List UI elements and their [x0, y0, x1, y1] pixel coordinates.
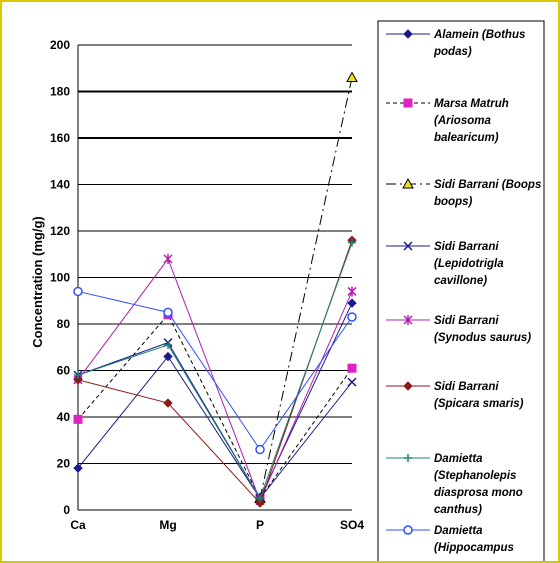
x-axis-ticks: Ca Mg P SO4: [70, 518, 364, 532]
series-path: [77, 313, 353, 500]
y-tick-label: 0: [63, 503, 70, 517]
data-point-marker: [256, 494, 264, 503]
y-tick-label: 60: [57, 364, 71, 378]
legend-label: Damietta: [434, 453, 483, 465]
data-point-marker: [404, 454, 412, 462]
x-tick-label: Mg: [159, 518, 176, 532]
legend-label: (Lepidotrigla: [434, 258, 504, 270]
data-point-marker: [163, 398, 173, 408]
series-line: [73, 298, 357, 504]
series-line: [74, 238, 356, 503]
legend-entry: Marsa Matruh (Ariosoma balearicum): [386, 98, 509, 144]
data-point-marker: [255, 444, 265, 455]
series-line: [73, 310, 357, 503]
x-tick-label: SO4: [340, 518, 364, 532]
legend-label: Alamein (Bothus: [433, 29, 525, 41]
data-point-marker: [255, 498, 265, 508]
legend-label: (Hippocampus: [434, 542, 514, 554]
legend-label: boops): [434, 196, 472, 208]
y-tick-label: 20: [57, 457, 71, 471]
legend-label: (Stephanolepis: [434, 470, 516, 482]
y-tick-label: 140: [50, 178, 70, 192]
legend: Alamein (Bothus podas) Marsa Matruh (Arioso…: [377, 20, 545, 561]
data-point-marker: [348, 238, 356, 247]
legend-entry: Sidi Barrani (Boops boops): [386, 177, 541, 208]
x-tick-label: P: [256, 518, 264, 532]
series-line: [73, 286, 357, 455]
data-point-marker: [347, 298, 357, 308]
data-point-marker: [403, 29, 413, 39]
legend-label: (Spicara smaris): [434, 398, 524, 410]
x-tick-label: Ca: [70, 518, 86, 532]
data-point-marker: [347, 363, 357, 373]
y-axis-label: Concentration (mg/g): [30, 216, 45, 347]
legend-label: Sidi Barrani: [434, 315, 499, 327]
legend-label: podas): [433, 46, 472, 58]
legend-label: Sidi Barrani (Boops: [434, 179, 541, 191]
legend-entry: Sidi Barrani (Spicara smaris): [386, 381, 524, 410]
data-point-marker: [74, 371, 82, 380]
data-point-marker: [163, 351, 173, 362]
legend-label: canthus): [434, 504, 482, 516]
legend-entry: Damietta (Hippocampus: [386, 525, 514, 554]
data-point-marker: [403, 381, 413, 391]
data-point-marker: [347, 377, 357, 387]
y-tick-label: 160: [50, 131, 70, 145]
legend-entry: Sidi Barrani (Lepidotrigla cavillone): [386, 241, 504, 287]
legend-entry: Sidi Barrani (Synodus saurus): [386, 315, 531, 344]
series-path: [259, 77, 353, 499]
y-tick-label: 120: [50, 224, 70, 238]
data-point-marker: [402, 177, 414, 189]
y-tick-label: 80: [57, 317, 71, 331]
legend-label: Damietta: [434, 525, 483, 537]
legend-entry: Alamein (Bothus podas): [386, 29, 525, 58]
legend-label: Sidi Barrani: [434, 241, 499, 253]
legend-label: Sidi Barrani: [434, 381, 499, 393]
series-path: [77, 242, 353, 500]
legend-entry: Damietta (Stephanolepis diasprosa mono cant…: [386, 453, 523, 516]
data-point-marker: [347, 286, 357, 297]
series-path: [77, 257, 353, 503]
legend-label: cavillone): [434, 275, 487, 287]
series-line: [73, 253, 357, 506]
data-point-marker: [347, 312, 357, 322]
data-point-marker: [163, 307, 173, 318]
legend-label: diasprosa mono: [434, 487, 523, 499]
data-point-marker: [73, 463, 83, 473]
legend-label: balearicum): [434, 132, 499, 144]
data-point-marker: [403, 525, 413, 535]
legend-label: (Ariosoma: [434, 115, 491, 127]
gridlines: [78, 44, 352, 464]
axes: [77, 45, 352, 511]
data-point-marker: [403, 241, 413, 251]
series-path: [77, 302, 353, 500]
data-point-marker: [403, 315, 413, 325]
legend-box: [377, 20, 545, 561]
data-point-marker: [163, 253, 173, 264]
series-lines: [73, 71, 358, 508]
data-point-marker: [403, 98, 413, 108]
series-path: [77, 290, 353, 451]
y-tick-label: 200: [50, 38, 70, 52]
data-point-marker: [73, 286, 83, 297]
y-tick-label: 40: [57, 410, 71, 424]
data-point-marker: [346, 71, 358, 83]
data-point-marker: [73, 414, 83, 424]
legend-label: (Synodus saurus): [434, 332, 531, 344]
data-point-marker: [73, 375, 83, 385]
y-tick-label: 100: [50, 271, 70, 285]
y-tick-label: 180: [50, 85, 70, 99]
data-point-marker: [164, 340, 172, 349]
legend-label: Marsa Matruh: [434, 98, 509, 110]
y-axis-ticks: 0 20 40 60 80 100 120 140 160 180 200: [50, 38, 70, 517]
series-path: [77, 341, 353, 500]
